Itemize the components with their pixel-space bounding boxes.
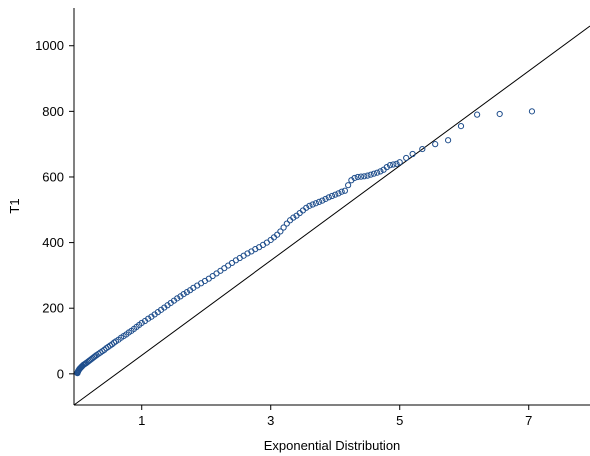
data-point [403,154,410,162]
x-tick-label: 5 [396,413,403,428]
y-tick-label: 600 [42,169,64,184]
data-point [390,161,397,168]
data-point [138,319,145,327]
data-point [357,173,365,180]
data-point [396,159,403,166]
data-point [180,291,187,298]
data-point [108,341,116,348]
data-point [277,228,284,235]
data-point [364,172,371,179]
y-tick-label: 800 [42,104,64,119]
data-point [393,160,400,167]
data-point [183,289,190,296]
data-point [361,173,368,180]
y-tick-label: 1000 [35,38,64,53]
data-point [332,191,339,198]
data-point [409,150,416,158]
data-point [145,315,152,322]
data-point [496,110,503,118]
data-point [386,162,394,169]
data-point [432,141,439,148]
data-point [274,231,281,238]
y-axis-label: T1 [7,198,22,213]
data-point [306,202,313,209]
data-point [101,346,108,353]
y-tick-label: 400 [42,235,64,250]
tick-layer: 1 3 5 7 0 200 400 600 800 1000 [35,38,532,428]
x-tick-label: 1 [138,413,145,428]
data-point [474,111,481,118]
data-point [303,204,310,211]
x-axis-label: Exponential Distribution [264,438,401,453]
data-point [312,200,319,207]
data-point [280,224,287,231]
data-point [374,169,381,176]
data-point [290,214,297,221]
data-point [338,188,345,195]
data-point [457,123,465,130]
data-point [370,170,378,177]
reference-line [73,25,590,406]
data-point [445,137,452,144]
x-tick-label: 7 [525,413,532,428]
data-point [174,295,181,302]
points-layer [74,108,536,377]
data-point [309,201,316,208]
data-point [322,195,329,203]
data-point [351,174,358,182]
data-point [316,198,323,206]
data-point [335,190,342,197]
data-point [419,145,426,153]
data-point [328,192,336,200]
data-point [528,108,536,115]
reference-line-layer [73,25,590,406]
data-point [354,173,361,181]
data-point [341,187,348,194]
y-tick-label: 0 [57,366,64,381]
data-point [377,168,384,175]
data-point [319,197,326,204]
y-tick-label: 200 [42,301,64,316]
data-point [345,182,352,189]
data-point [383,164,390,171]
data-point [367,171,374,178]
data-point [283,220,290,227]
x-tick-label: 3 [267,413,274,428]
data-point [325,194,332,201]
